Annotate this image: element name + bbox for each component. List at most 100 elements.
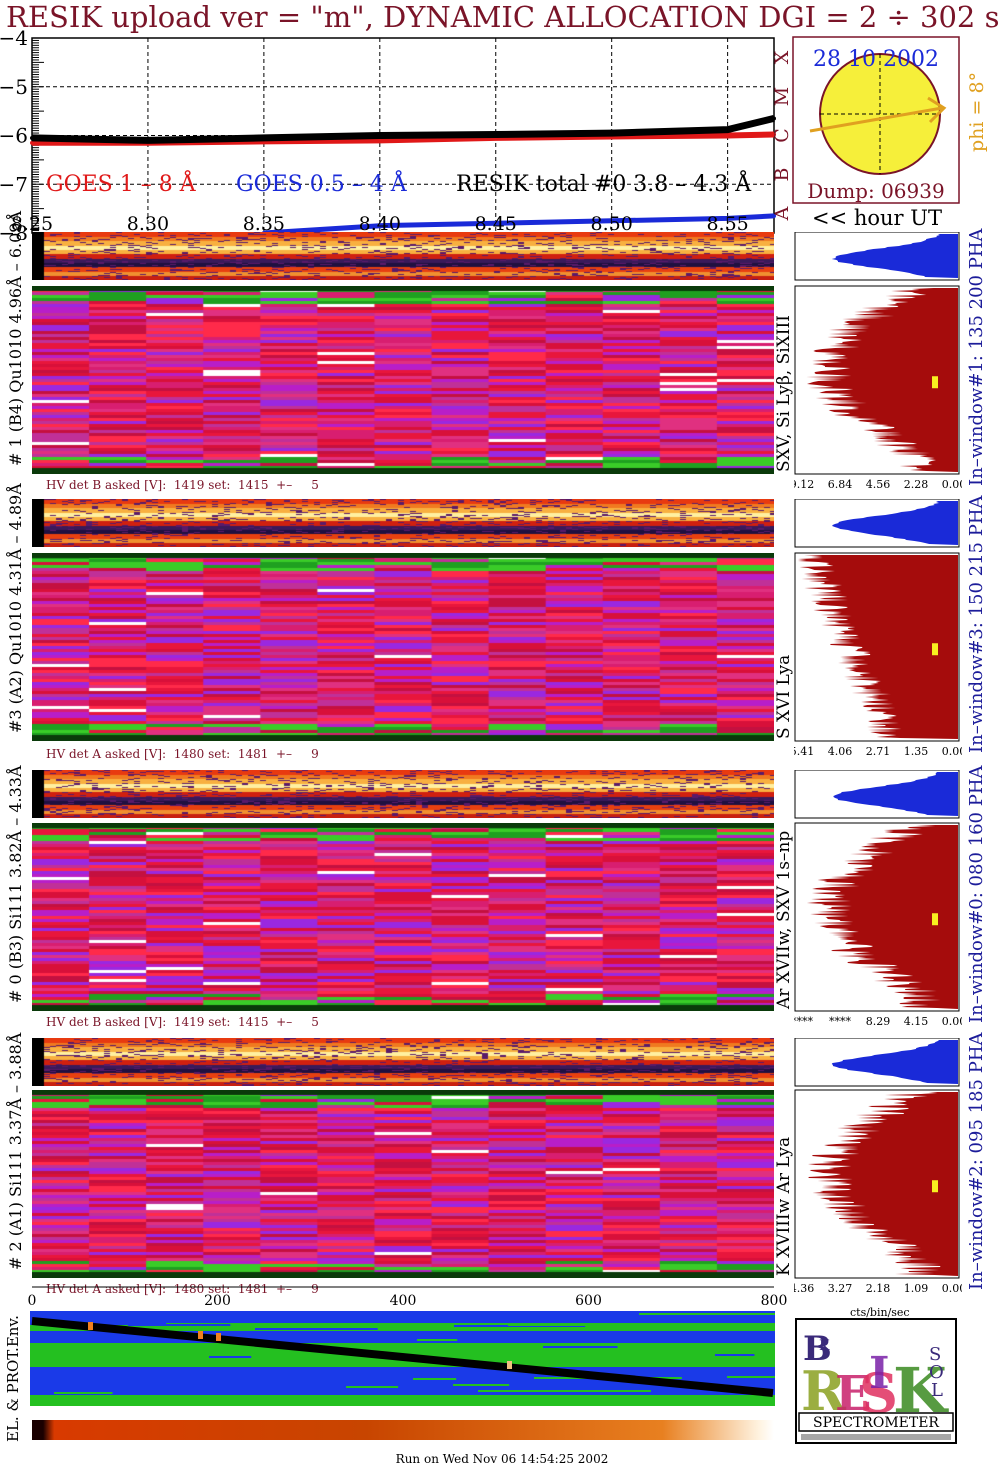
- pha-profile-fill: [831, 1040, 958, 1084]
- pha-histogram-fill: [806, 288, 958, 472]
- pha-profile-fill: [831, 234, 958, 278]
- hv-status-line: HV det B asked [V]: 1419 set: 1415 +– 5: [46, 1015, 319, 1029]
- goes-class-letter: M: [771, 87, 793, 106]
- goes-class-letters: X M C B A: [771, 50, 793, 221]
- spectral-line-label: S XVI Lya: [774, 654, 794, 739]
- pha-histogram-fill: [808, 1092, 958, 1276]
- channel-wavelength-label: # 1 (B4) Qu1010 4.96Å – 6.09Å: [6, 210, 25, 466]
- series-line-2: [31, 114, 775, 144]
- resik-logo: B K R E S I K S O L SPECTROMETER: [795, 1318, 957, 1444]
- bottom-x-axis: 0 200 400 600 800: [28, 1286, 788, 1309]
- series-point: [377, 133, 382, 138]
- legend-goes-long: GOES 1 – 8 Å: [46, 172, 196, 197]
- window-marker: [932, 643, 938, 656]
- spectrogram-image: [32, 553, 774, 741]
- logo-letter: B: [803, 1329, 832, 1369]
- series-point: [493, 221, 498, 226]
- pha-tick-label: 2.28: [904, 478, 929, 491]
- svg-text:O: O: [929, 1362, 944, 1383]
- series-point: [725, 133, 730, 138]
- bottom-tick-label: 800: [761, 1293, 788, 1309]
- legend-goes-short: GOES 0.5 – 4 Å: [236, 172, 407, 197]
- window-marker: [932, 1180, 938, 1193]
- spectral-line-label: SXV, Si Lyβ, SiXIII: [774, 315, 794, 472]
- channel-wavelength-label: # 2 (A1) Si111 3.37Å – 3.88Å: [6, 1032, 25, 1270]
- series-line-1: [263, 213, 775, 236]
- x-tick-label: 8.35: [243, 213, 285, 235]
- svg-text:I: I: [869, 1348, 890, 1399]
- series-point: [609, 218, 614, 223]
- in-window-pha-label: In–window#0: 080 160 PHA: [966, 765, 987, 1023]
- pha-tick-label: 8.29: [866, 1015, 891, 1028]
- pha-histogram: 5.41 4.06 2.71 1.35 0.00: [794, 499, 962, 758]
- in-window-pha-label: In–window#2: 095 185 PHA: [966, 1032, 987, 1290]
- y-tick-label: −5: [0, 75, 28, 99]
- pha-profile-fill: [833, 772, 958, 816]
- bottom-tick-label: 200: [204, 1293, 231, 1309]
- spectral-line-label: Ar XVIIw, SXV 1s–np: [774, 830, 794, 1009]
- series-point: [145, 138, 150, 143]
- x-tick-label: 8.45: [475, 213, 517, 235]
- pha-histogram: 4.36 3.27 2.18 1.09 0.00: [794, 1038, 962, 1295]
- goes-class-letter: B: [771, 168, 793, 182]
- goes-y-ticks: −4 −5 −6 −7 −8: [0, 30, 28, 240]
- spectrogram-image: [32, 1090, 774, 1278]
- bottom-tick-label: 600: [575, 1293, 602, 1309]
- goes-x-ticks: 8.25 8.30 8.35 8.40 8.45 8.50 8.55: [11, 213, 749, 235]
- spectrogram-image: [32, 823, 774, 1011]
- pha-histogram-fill: [798, 555, 958, 739]
- pha-unit-label: cts/bin/sec: [850, 1306, 910, 1319]
- series-point: [377, 223, 382, 228]
- pha-tick-label: 2.18: [866, 1282, 891, 1295]
- bottom-tick-label: 0: [28, 1293, 37, 1309]
- pha-profile-fill: [832, 501, 958, 545]
- pha-tick-label: 0.00: [942, 478, 962, 491]
- series-point: [261, 135, 266, 140]
- goes-lightcurve-chart: −4 −5 −6 −7 −8 X M C B A 8.25 8.30 8.35 8.40 8.45 8.5…: [0, 30, 793, 240]
- x-tick-label: 8.25: [11, 213, 53, 235]
- pha-tick-label: 0.00: [942, 745, 962, 758]
- window-marker: [932, 913, 938, 926]
- footer-run-timestamp: Run on Wed Nov 06 14:54:25 2002: [395, 1452, 609, 1466]
- pha-histogram: **** **** 8.29 4.15 0.00: [794, 770, 962, 1028]
- y-tick-label: −8: [0, 221, 28, 240]
- x-tick-label: 8.55: [706, 213, 748, 235]
- series-point: [609, 131, 614, 136]
- legend-resik-total: RESIK total #0 3.8 – 4.3 Å: [456, 172, 752, 197]
- spectrum-profile-strip: [32, 770, 774, 818]
- pha-tick-label: ****: [829, 1015, 852, 1028]
- series-point: [772, 132, 776, 137]
- color-scale-bar: [32, 1420, 774, 1440]
- series-point: [30, 140, 34, 145]
- hv-status-line: HV det A asked [V]: 1480 set: 1481 +– 9: [46, 747, 319, 761]
- pha-tick-label: ****: [794, 1015, 814, 1028]
- x-tick-label: 8.30: [127, 213, 169, 235]
- svg-text:L: L: [931, 1380, 943, 1401]
- pha-tick-label: 4.06: [828, 745, 853, 758]
- spectrum-profile-strip: [32, 232, 774, 280]
- pha-tick-label: 9.12: [794, 478, 814, 491]
- pha-tick-label: 2.71: [866, 745, 891, 758]
- svg-text:K: K: [819, 1338, 830, 1354]
- pha-tick-label: 5.41: [794, 745, 814, 758]
- orbit-trace: [31, 1317, 774, 1397]
- pha-tick-label: 1.35: [904, 745, 929, 758]
- in-window-pha-label: In–window#1: 135 200 PHA: [966, 228, 987, 486]
- svg-text:S: S: [929, 1344, 941, 1365]
- pha-tick-label: 0.00: [942, 1015, 962, 1028]
- goes-series: [30, 114, 776, 236]
- y-tick-label: −6: [0, 124, 28, 148]
- pha-tick-label: 3.27: [828, 1282, 853, 1295]
- environment-label: EL. & PROT.Env.: [4, 1315, 22, 1442]
- series-point: [725, 127, 730, 132]
- goes-class-letter: C: [771, 128, 793, 143]
- bottom-tick-label: 400: [390, 1293, 417, 1309]
- hv-status-line: HV det B asked [V]: 1419 set: 1415 +– 5: [46, 478, 319, 492]
- x-tick-label: 8.40: [359, 213, 401, 235]
- page-title: RESIK upload ver = "m", DYNAMIC ALLOCATI…: [6, 0, 1000, 34]
- spectral-line-label: K XVIIIw Ar Lya: [774, 1136, 794, 1276]
- series-point: [30, 135, 34, 140]
- series-point: [493, 132, 498, 137]
- sun-orientation-panel: 28 10 2002 Dump: 06939: [792, 36, 960, 204]
- series-point: [772, 213, 776, 218]
